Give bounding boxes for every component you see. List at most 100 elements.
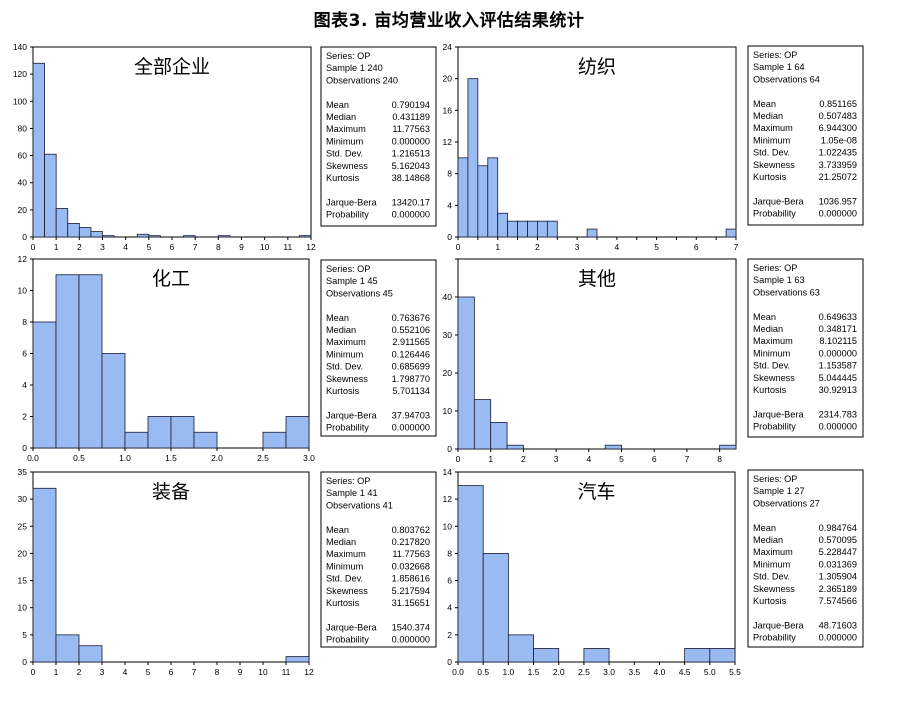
stats-header-line: Sample 1 63: [753, 275, 805, 285]
stats-label: Kurtosis: [753, 385, 787, 395]
histogram-bar: [193, 431, 218, 449]
stats-label: Mean: [753, 99, 776, 109]
stats-header-line: Series: OP: [326, 51, 370, 61]
stats-label: Probability: [753, 633, 796, 643]
x-tick-label: 10: [260, 242, 270, 252]
stats-value: 31.15651: [392, 598, 430, 608]
stats-value: 0.031369: [819, 559, 857, 569]
histogram-bar: [102, 235, 115, 238]
x-tick-label: 11: [282, 667, 291, 677]
stats-header-line: Observations 240: [326, 75, 398, 85]
x-tick-label: 5.5: [729, 667, 741, 677]
histogram-bar: [148, 235, 161, 238]
x-tick-label: 1.0: [119, 453, 131, 463]
stats-value: 0.032668: [392, 561, 430, 571]
x-tick-label: 12: [304, 667, 314, 677]
x-tick-label: 6: [169, 667, 174, 677]
x-tick-label: 3: [554, 454, 559, 464]
x-tick-label: 2.0: [553, 667, 565, 677]
histogram-bar: [725, 228, 737, 238]
stats-value: 0.570095: [819, 535, 857, 545]
x-tick-label: 8: [717, 454, 722, 464]
stats-header-line: Observations 64: [753, 74, 820, 84]
stats-value: 0.431189: [392, 112, 430, 122]
y-tick-label: 4: [447, 200, 452, 210]
stats-label: Probability: [753, 422, 796, 432]
histogram-bar: [457, 296, 475, 450]
x-tick-label: 7: [192, 667, 197, 677]
x-tick-label: 6: [652, 454, 657, 464]
stats-label: Skewness: [753, 584, 795, 594]
histogram-bar: [183, 235, 196, 238]
y-tick-label: 120: [13, 69, 27, 79]
stats-value: 7.574566: [819, 596, 857, 606]
stats-value: 0.763676: [392, 313, 430, 323]
stats-header-line: Observations 27: [753, 498, 820, 508]
stats-label: Jarque-Bera: [326, 197, 377, 207]
histogram-bar: [546, 220, 558, 238]
y-tick-label: 0: [22, 232, 27, 242]
y-tick-label: 12: [18, 254, 28, 264]
x-tick-label: 11: [283, 242, 292, 252]
x-tick-label: 0.0: [27, 453, 39, 463]
stats-label: Skewness: [326, 586, 368, 596]
stats-value: 1.05e-08: [821, 135, 857, 145]
stats-value: 0.851165: [819, 99, 857, 109]
stats-value: 1.305904: [819, 572, 857, 582]
stats-box-frame: [320, 259, 437, 437]
stats-label: Kurtosis: [753, 596, 787, 606]
x-tick-label: 2.5: [578, 667, 590, 677]
x-tick-label: 8: [215, 667, 220, 677]
y-tick-label: 15: [18, 576, 28, 586]
y-tick-label: 35: [18, 467, 28, 477]
stats-value: 2.911565: [392, 337, 430, 347]
histogram-bar: [537, 220, 548, 238]
x-tick-label: 1: [488, 454, 493, 464]
stats-value: 0.649633: [819, 312, 857, 322]
histogram-bar: [90, 231, 103, 238]
stats-value: 1.798770: [392, 374, 430, 384]
stats-header-line: Series: OP: [753, 50, 797, 60]
stats-value: 21.25072: [819, 172, 857, 182]
stats-label: Probability: [326, 635, 369, 645]
stats-label: Minimum: [326, 349, 364, 359]
stats-label: Kurtosis: [326, 173, 360, 183]
stats-value: 1.216513: [392, 149, 430, 159]
stats-label: Mean: [326, 313, 349, 323]
stats-label: Kurtosis: [326, 598, 360, 608]
histogram-bar: [32, 321, 57, 449]
histogram-panel: 0 2 4 6 8 10 12 14 0.0 0.5 1.0 1.5 2.0 2.5 3.0 3.5 4.0 4.…: [443, 467, 864, 677]
y-tick-label: 30: [18, 494, 28, 504]
panel-title: 纺织: [578, 56, 616, 78]
histogram-bar: [170, 416, 195, 449]
stats-value: 0.217820: [392, 537, 430, 547]
stats-label: Maximum: [753, 123, 793, 133]
x-tick-label: 2: [77, 667, 82, 677]
y-tick-label: 2: [447, 630, 452, 640]
histogram-bar: [67, 223, 80, 238]
stats-label: Std. Dev.: [326, 362, 363, 372]
stats-value: 0.000000: [819, 422, 857, 432]
histogram-bar: [527, 220, 538, 238]
x-tick-label: 1: [54, 242, 59, 252]
y-tick-label: 6: [22, 349, 27, 359]
x-tick-label: 5: [146, 667, 151, 677]
stats-header-line: Series: OP: [753, 474, 797, 484]
y-tick-label: 10: [443, 521, 453, 531]
y-tick-label: 20: [443, 74, 453, 84]
histogram-bar: [262, 431, 287, 449]
histogram-bar: [457, 157, 469, 238]
x-tick-label: 1.0: [502, 667, 514, 677]
x-tick-label: 0.5: [73, 453, 85, 463]
histogram-bar: [32, 487, 57, 663]
stats-label: Minimum: [753, 348, 791, 358]
stats-box-frame: [747, 45, 864, 226]
stats-label: Std. Dev.: [326, 574, 363, 584]
x-tick-label: 4: [123, 667, 128, 677]
histogram-bar: [586, 228, 598, 238]
plot-frame: [32, 471, 310, 663]
histogram-bar: [490, 421, 508, 450]
stats-label: Median: [326, 325, 356, 335]
